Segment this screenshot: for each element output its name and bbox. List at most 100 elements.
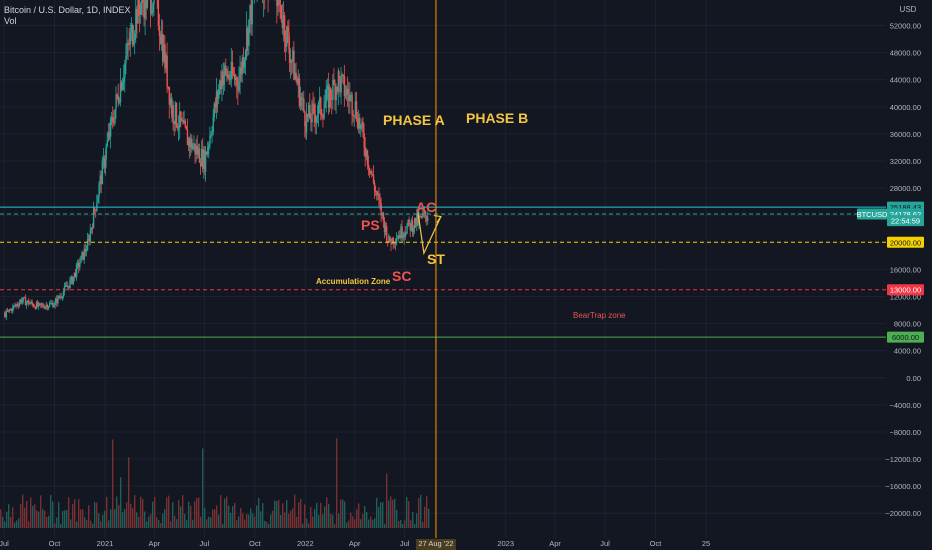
time-axis-bg: [0, 538, 932, 550]
volume-bar: [132, 508, 134, 528]
candle-body: [120, 82, 123, 90]
candle-body: [132, 40, 135, 45]
candle-body: [95, 209, 97, 211]
volume-bar: [38, 511, 40, 528]
candle-body: [380, 203, 382, 216]
candle-body: [83, 248, 85, 260]
candle-body: [88, 239, 90, 242]
candle-body: [319, 97, 321, 103]
st-label: ST: [427, 251, 445, 267]
candle-body: [10, 309, 12, 311]
price-tag-bg: [887, 236, 924, 248]
volume-bar: [42, 509, 44, 528]
y-tick-label: 36000.00: [890, 130, 921, 139]
candle-body: [196, 145, 199, 155]
candle-body: [406, 225, 408, 234]
candle-body: [286, 26, 288, 47]
candle-body: [144, 0, 146, 19]
volume-bar: [408, 501, 410, 528]
price-tag: 13000.00: [890, 286, 921, 295]
candle-body: [75, 264, 78, 277]
candle-body: [320, 97, 322, 115]
volume-bar: [192, 519, 194, 528]
sc-label: SC: [392, 268, 411, 284]
candle-body: [18, 302, 21, 306]
y-tick-label: 0.00: [906, 374, 921, 383]
volume-bar: [238, 516, 240, 528]
candle-body: [57, 296, 59, 304]
volume-bar: [68, 497, 70, 528]
volume-bar: [14, 522, 16, 528]
candle-body: [29, 303, 31, 305]
candle-body: [187, 138, 190, 146]
volume-bar: [50, 494, 52, 528]
volume-bar: [394, 498, 396, 528]
candle-body: [35, 302, 38, 309]
volume-bar: [224, 498, 226, 528]
symbol-title[interactable]: Bitcoin / U.S. Dollar, 1D, INDEX: [4, 5, 131, 15]
candle-body: [328, 87, 331, 108]
volume-bar: [266, 521, 268, 528]
volume-bar: [378, 506, 380, 528]
candle-body: [102, 157, 105, 161]
volume-bar: [284, 512, 286, 528]
candle-body: [377, 194, 379, 196]
candle-body: [280, 5, 283, 20]
candle-body: [365, 150, 368, 157]
volume-bar: [348, 520, 350, 528]
candle-body: [298, 78, 301, 106]
volume-bar: [222, 523, 224, 528]
candle-body: [112, 117, 114, 123]
candle-body: [173, 121, 175, 125]
x-tick-label: Apr: [349, 539, 361, 548]
volume-bar: [336, 438, 338, 528]
volume-label[interactable]: Vol: [4, 16, 17, 26]
candle-body: [384, 226, 387, 233]
candle-body: [216, 91, 219, 99]
candle-body: [66, 285, 68, 287]
volume-bar: [162, 513, 164, 528]
volume-bar: [320, 502, 322, 528]
volume-bar: [254, 516, 256, 528]
candles: [4, 0, 429, 321]
candle-body: [115, 94, 117, 109]
volume-bar: [414, 523, 416, 528]
candle-body: [305, 113, 308, 133]
x-tick-label: Jul: [400, 539, 410, 548]
candle-body: [55, 298, 57, 302]
volume-bars: [0, 438, 430, 528]
candle-body: [382, 212, 385, 221]
candle-body: [220, 80, 222, 89]
volume-bar: [386, 473, 388, 528]
candle-body: [227, 74, 229, 78]
candle-body: [215, 91, 218, 108]
candle-body: [355, 101, 358, 120]
price-tag-bg: [887, 215, 924, 227]
volume-bar: [172, 502, 174, 528]
volume-bar: [122, 512, 124, 528]
accumulation-zone-label: Accumulation Zone: [316, 277, 391, 286]
volume-bar: [180, 506, 182, 528]
x-tick-label: Apr: [549, 539, 561, 548]
candle-body: [7, 309, 10, 312]
y-tick-label: 48000.00: [890, 49, 921, 58]
candle-body: [363, 133, 365, 149]
candle-body: [362, 122, 364, 134]
candle-body: [391, 237, 393, 245]
candle-body: [4, 313, 6, 318]
candle-body: [208, 144, 210, 148]
candle-body: [417, 214, 419, 224]
volume-bar: [406, 496, 408, 528]
candle-body: [364, 148, 367, 157]
candle-body: [171, 105, 173, 114]
candle-body: [137, 0, 140, 6]
candle-body: [176, 125, 179, 129]
volume-bar: [346, 522, 348, 528]
volume-bar: [96, 502, 98, 528]
candle-body: [326, 85, 329, 90]
candle-body: [126, 42, 128, 56]
candle-body: [139, 5, 141, 16]
price-axis-bg: [886, 0, 932, 550]
volume-bar: [322, 514, 324, 528]
